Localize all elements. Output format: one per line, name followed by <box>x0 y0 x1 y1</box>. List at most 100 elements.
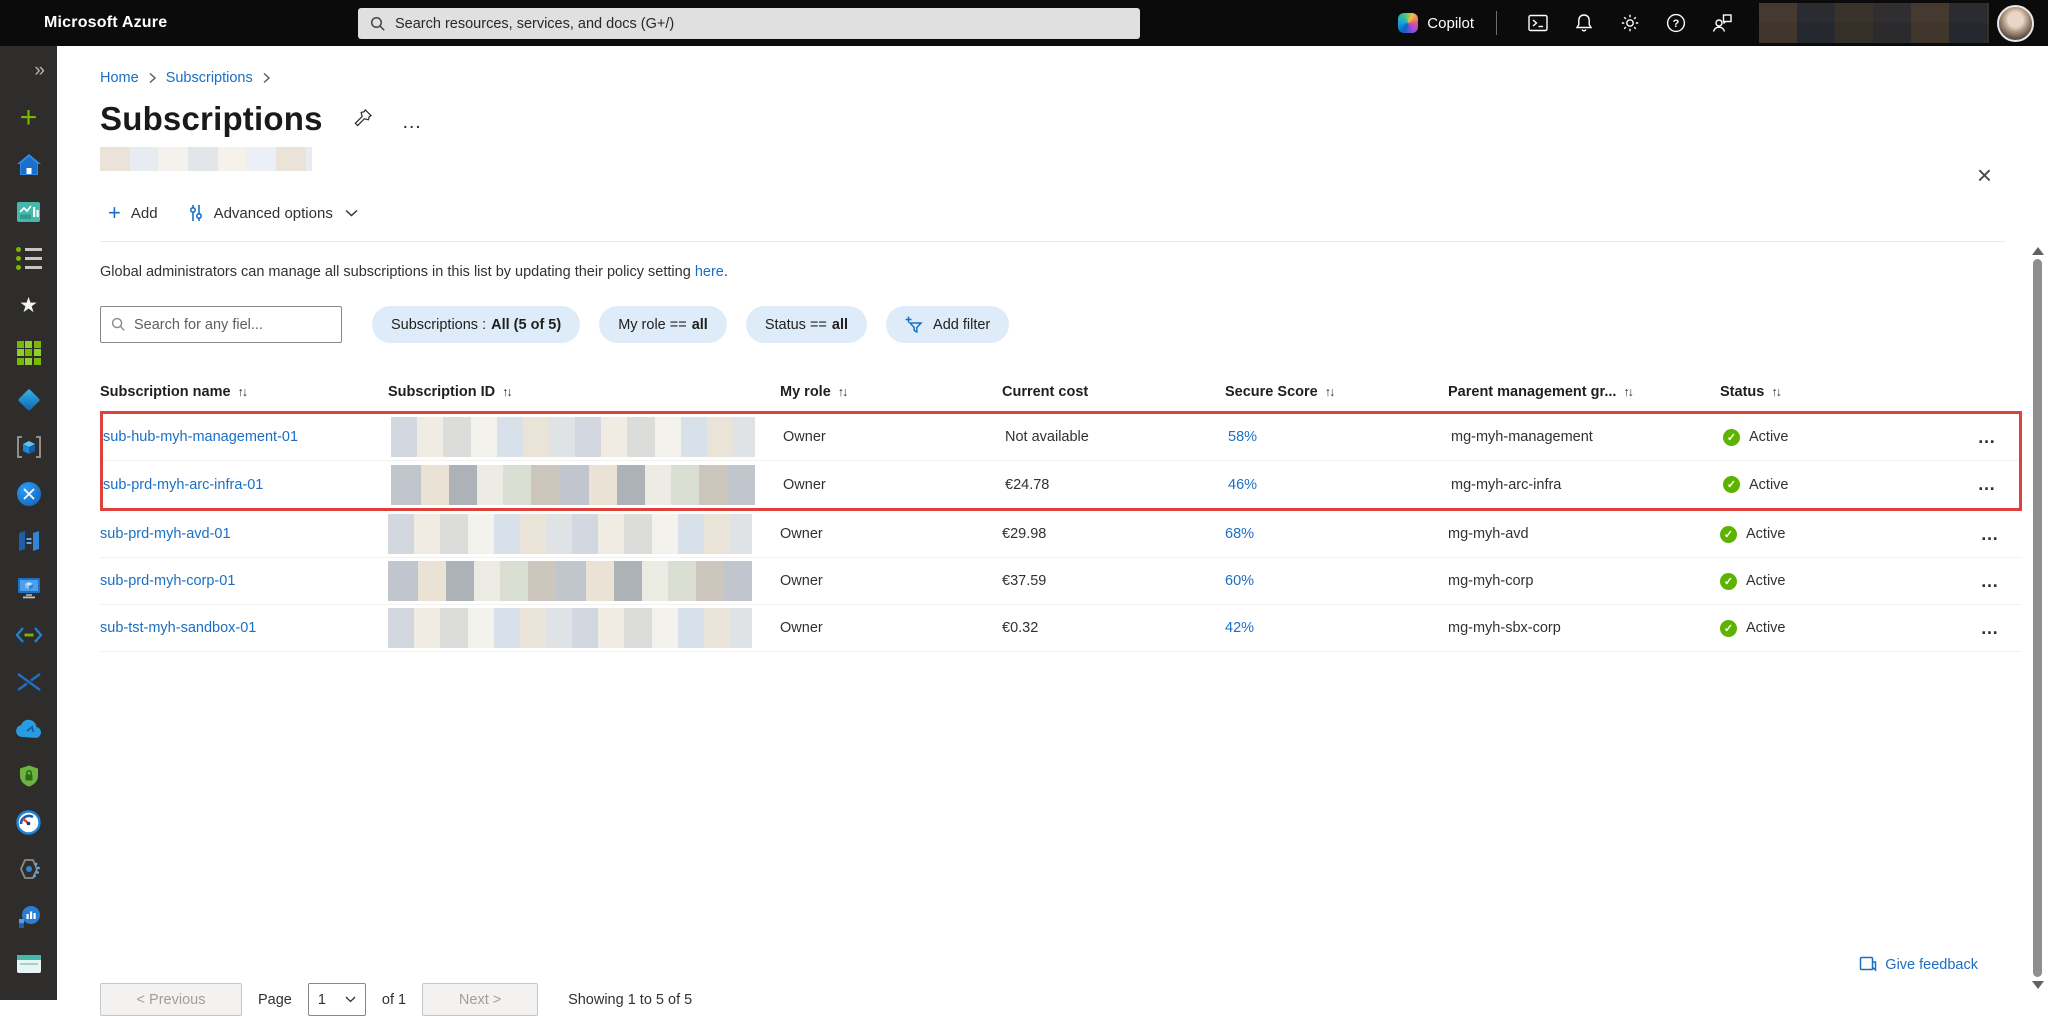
page-title: Subscriptions <box>100 100 323 137</box>
subscription-link[interactable]: sub-prd-myh-arc-infra-01 <box>103 476 264 493</box>
redacted-subscription-id <box>391 464 755 505</box>
avatar[interactable] <box>1997 4 2034 42</box>
servers-sync-icon <box>18 530 39 551</box>
add-label: Add <box>130 204 158 222</box>
plus-icon: + <box>108 200 121 225</box>
all-services-icon <box>15 247 42 270</box>
sidebar-item-create-resource[interactable]: + <box>0 94 57 141</box>
cost-cell: €29.98 <box>1002 526 1047 542</box>
row-menu-button[interactable]: … <box>1980 617 2000 638</box>
row-menu-button[interactable]: … <box>1977 426 1997 447</box>
row-menu-button[interactable]: … <box>1977 474 1997 494</box>
cost-cell: €24.78 <box>1005 476 1050 493</box>
sidebar-item-monitor-gauge[interactable] <box>0 799 57 846</box>
hexagon-dots-icon <box>19 858 40 879</box>
help-button[interactable]: ? <box>1653 0 1699 46</box>
filter-search-input[interactable] <box>134 316 331 333</box>
cost-cell: €37.59 <box>1002 573 1047 589</box>
subscription-link[interactable]: sub-prd-myh-corp-01 <box>100 573 236 589</box>
scrollbar-up-arrow[interactable] <box>2032 247 2044 255</box>
directory-name-redacted <box>100 147 312 171</box>
search-icon <box>111 317 125 331</box>
parent-group-cell: mg-myh-sbx-corp <box>1448 620 1561 636</box>
column-header-subscription-name[interactable]: Subscription name ↑↓ <box>100 384 248 400</box>
sidebar-item-azure-arc[interactable] <box>0 705 57 752</box>
secure-score-link[interactable]: 42% <box>1225 620 1255 636</box>
app-window-icon <box>16 954 41 973</box>
column-header-my-role[interactable]: My role ↑↓ <box>780 384 848 400</box>
column-header-parent-management-group[interactable]: Parent management gr... ↑↓ <box>1448 384 1634 400</box>
sidebar-item-cost-management[interactable] <box>0 893 57 940</box>
scrollbar-thumb[interactable] <box>2033 259 2042 977</box>
filter-pill-my-role[interactable]: My role == all <box>599 306 727 343</box>
sidebar-item-all-resources[interactable] <box>0 329 57 376</box>
column-header-status[interactable]: Status ↑↓ <box>1720 384 1782 400</box>
sidebar-item-remote-desktop[interactable] <box>0 470 57 517</box>
table-header: Subscription name ↑↓ Subscription ID ↑↓ My… <box>100 373 2022 411</box>
filter-pill-status[interactable]: Status == all <box>745 306 868 343</box>
sidebar-item-home[interactable] <box>0 141 57 188</box>
column-header-subscription-id[interactable]: Subscription ID ↑↓ <box>388 384 513 400</box>
column-header-secure-score[interactable]: Secure Score ↑↓ <box>1225 384 1335 400</box>
chevron-right-icon <box>262 72 271 84</box>
cross-lines-icon <box>16 672 41 691</box>
add-filter-icon <box>905 316 923 334</box>
global-search[interactable] <box>358 8 1140 39</box>
sidebar-item-virtual-desktop[interactable] <box>0 564 57 611</box>
resources-grid-icon <box>16 340 41 365</box>
global-search-input[interactable] <box>395 15 1128 32</box>
cost-chart-icon <box>18 905 40 928</box>
sidebar-item-entra-id[interactable] <box>0 376 57 423</box>
active-check-icon: ✓ <box>1720 525 1737 543</box>
shield-lock-icon <box>19 765 38 786</box>
add-button[interactable]: + Add <box>100 198 166 228</box>
table-row[interactable]: sub-tst-myh-sandbox-01 Owner €0.32 42% m… <box>100 605 2022 652</box>
subscription-link[interactable]: sub-hub-myh-management-01 <box>103 429 299 445</box>
column-header-current-cost[interactable]: Current cost <box>1002 384 1089 400</box>
add-filter-button[interactable]: Add filter <box>886 306 1010 343</box>
sidebar-item-resource-groups[interactable] <box>0 423 57 470</box>
sidebar-item-kubernetes[interactable] <box>0 846 57 893</box>
sidebar-item-servers[interactable] <box>0 517 57 564</box>
filter-search[interactable] <box>100 306 342 343</box>
sidebar-item-security[interactable] <box>0 752 57 799</box>
subscription-link[interactable]: sub-tst-myh-sandbox-01 <box>100 620 257 636</box>
breadcrumb-subscriptions[interactable]: Subscriptions <box>165 70 253 86</box>
title-more-button[interactable]: … <box>401 111 423 133</box>
table-row[interactable]: sub-prd-myh-arc-infra-01 Owner €24.78 46… <box>103 461 2019 508</box>
search-icon <box>370 16 385 31</box>
filter-pill-subscriptions[interactable]: Subscriptions : All (5 of 5) <box>372 306 581 343</box>
vertical-scrollbar[interactable] <box>2032 247 2044 1000</box>
notifications-button[interactable] <box>1561 0 1607 46</box>
advanced-options-button[interactable]: Advanced options <box>180 200 366 226</box>
settings-button[interactable] <box>1607 0 1653 46</box>
table-row[interactable]: sub-prd-myh-avd-01 Owner €29.98 68% mg-m… <box>100 511 2022 558</box>
scrollbar-down-arrow[interactable] <box>2032 981 2044 989</box>
secure-score-link[interactable]: 58% <box>1228 429 1258 445</box>
notice-here-link[interactable]: here <box>694 264 724 280</box>
give-feedback-link[interactable]: Give feedback <box>1859 956 1978 974</box>
sidebar-item-all-services[interactable] <box>0 235 57 282</box>
sidebar-item-devops[interactable] <box>0 611 57 658</box>
code-brackets-icon <box>15 626 42 643</box>
cloud-shell-button[interactable] <box>1515 0 1561 46</box>
sidebar-item-favorites[interactable]: ★ <box>0 282 57 329</box>
copilot-button[interactable]: Copilot <box>1398 13 1474 33</box>
feedback-button[interactable] <box>1699 0 1745 46</box>
sidebar-expand-button[interactable]: » <box>34 60 57 94</box>
secure-score-link[interactable]: 60% <box>1225 573 1255 589</box>
pin-button[interactable] <box>353 108 374 130</box>
subscription-link[interactable]: sub-prd-myh-avd-01 <box>100 526 231 542</box>
table-row[interactable]: sub-prd-myh-corp-01 Owner €37.59 60% mg-… <box>100 558 2022 605</box>
azure-brand[interactable]: Microsoft Azure <box>44 14 168 31</box>
secure-score-link[interactable]: 46% <box>1228 476 1258 493</box>
sidebar-item-dashboard[interactable] <box>0 188 57 235</box>
sidebar-item-app-window[interactable] <box>0 940 57 987</box>
row-menu-button[interactable]: … <box>1980 570 2000 591</box>
row-menu-button[interactable]: … <box>1980 523 2000 544</box>
close-button[interactable]: × <box>1976 160 1992 190</box>
table-row[interactable]: sub-hub-myh-management-01 Owner Not avai… <box>103 414 2019 461</box>
sidebar-item-network-cross[interactable] <box>0 658 57 705</box>
breadcrumb-home[interactable]: Home <box>100 70 139 86</box>
secure-score-link[interactable]: 68% <box>1225 526 1255 542</box>
